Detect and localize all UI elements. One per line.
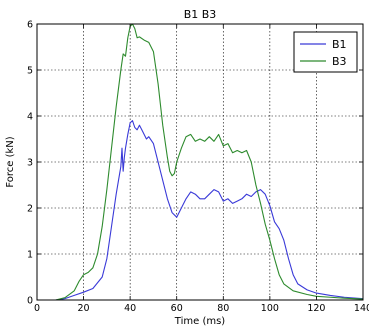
x-axis-title: Time (ms) (174, 316, 226, 327)
legend: B1 B3 (293, 31, 358, 73)
tick-layer: 0 20 40 60 80 100 120 140 0 1 2 3 4 5 6 (27, 20, 369, 315)
x-tick-label: 0 (34, 303, 40, 314)
y-axis-title: Force (kN) (5, 136, 16, 187)
y-tick-label: 5 (27, 66, 33, 77)
y-tick-label: 6 (27, 20, 33, 31)
y-tick-label: 3 (27, 158, 33, 169)
x-tick-label: 80 (217, 303, 229, 314)
y-tick-label: 2 (27, 204, 33, 215)
chart-title: B1 B3 (184, 8, 217, 21)
series-line-b3 (37, 23, 364, 301)
series-line-b1 (37, 120, 364, 301)
x-tick-label: 140 (354, 303, 369, 314)
y-tick-label: 0 (27, 296, 33, 307)
x-tick-label: 40 (124, 303, 136, 314)
y-tick-label: 1 (27, 250, 33, 261)
x-tick-label: 120 (307, 303, 325, 314)
legend-label-b3: B3 (332, 55, 347, 68)
x-tick-label: 60 (171, 303, 183, 314)
legend-label-b1: B1 (332, 38, 347, 51)
y-tick-label: 4 (27, 112, 33, 123)
x-tick-label: 20 (78, 303, 90, 314)
x-tick-label: 100 (261, 303, 279, 314)
series-layer (37, 23, 364, 301)
legend-box (293, 31, 358, 73)
